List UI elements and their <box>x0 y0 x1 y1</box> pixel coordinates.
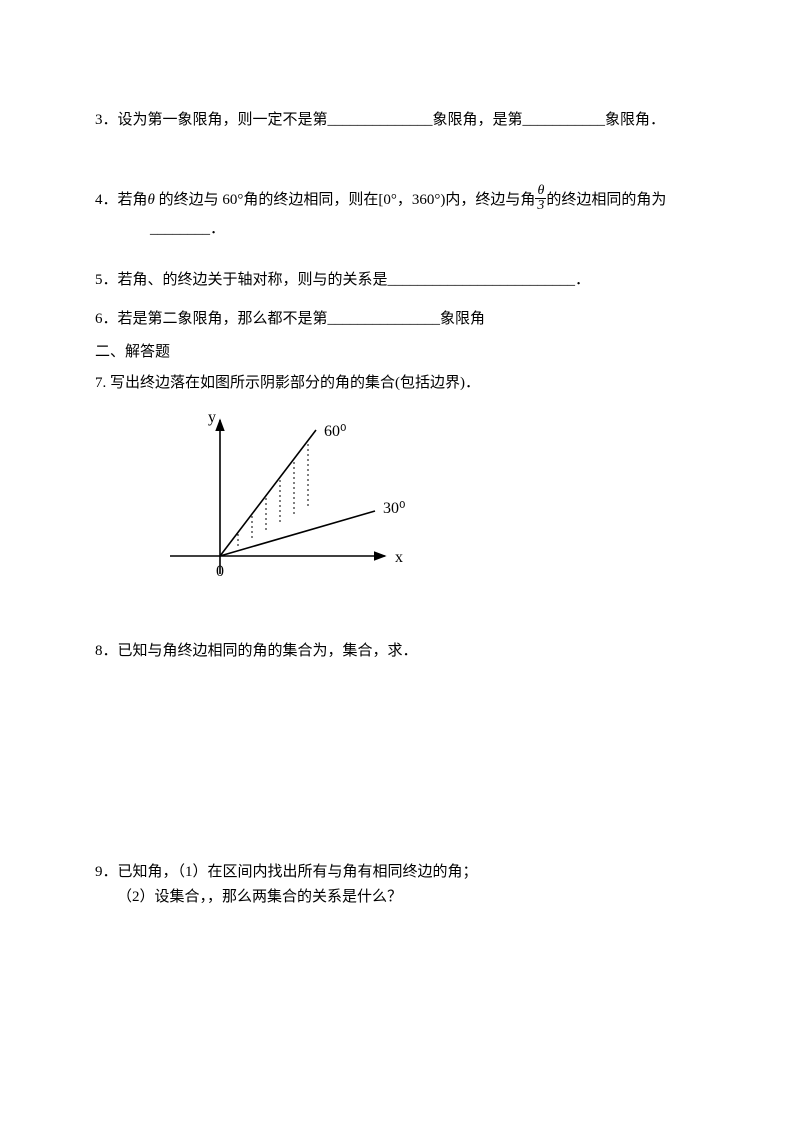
q4-number: 4 <box>95 192 103 208</box>
q3-blank-1: ______________ <box>328 112 433 128</box>
q9-number: 9 <box>95 864 103 880</box>
q3-blank-2: ___________ <box>523 112 606 128</box>
q7-number: 7 <box>95 375 103 391</box>
q4-fraction: θ3 <box>535 184 546 213</box>
q8-number: 8 <box>95 643 103 659</box>
q4-text-b: 的终边与 60°角的终边相同，则在[0°，360°)内，终边与角 <box>155 192 536 208</box>
question-5: 5．若角、的终边关于轴对称，则与的关系是____________________… <box>95 270 720 291</box>
q3-text-c: 象限角． <box>605 112 665 128</box>
question-7: 7. 写出终边落在如图所示阴影部分的角的集合(包括边界)． 0 x y 60⁰ 30⁰ <box>95 373 720 603</box>
section-2-title: 二、解答题 <box>95 342 720 363</box>
q9-text-a: ．已知角，（1）在区间内找出所有与角有相同终边的角； <box>103 864 478 880</box>
q3-text-b: 象限角，是第 <box>433 112 523 128</box>
question-8: 8．已知与角终边相同的角的集合为，集合，求． <box>95 641 720 662</box>
q5-text-a: ．若角、的终边关于轴对称，则与的关系是 <box>103 272 388 288</box>
q4-answer-line: ________． <box>95 219 720 240</box>
angle-diagram: 0 x y 60⁰ 30⁰ <box>160 406 420 596</box>
q6-blank: _______________ <box>328 311 441 327</box>
svg-text:x: x <box>395 549 403 566</box>
q9-line1: 9．已知角，（1）在区间内找出所有与角有相同终边的角； <box>95 862 720 883</box>
svg-text:0: 0 <box>216 563 224 580</box>
q6-text-a: ．若是第二象限角，那么都不是第 <box>103 311 328 327</box>
q5-number: 5 <box>95 272 103 288</box>
svg-text:60⁰: 60⁰ <box>324 423 346 440</box>
q3-number: 3 <box>95 112 103 128</box>
q6-text-b: 象限角 <box>440 311 485 327</box>
q4-frac-num: θ <box>535 184 546 199</box>
q4-blank: ________ <box>150 221 210 237</box>
q4-theta: θ <box>148 192 155 208</box>
question-3: 3．设为第一象限角，则一定不是第______________象限角，是第____… <box>95 110 720 131</box>
q7-text-line: 7. 写出终边落在如图所示阴影部分的角的集合(包括边界)． <box>95 373 720 394</box>
q4-frac-den: 3 <box>535 199 546 213</box>
q4-text-a: ．若角 <box>103 192 148 208</box>
q4-line1: 4．若角θ 的终边与 60°角的终边相同，则在[0°，360°)内，终边与角θ3… <box>95 186 720 215</box>
q7-diagram: 0 x y 60⁰ 30⁰ <box>160 406 720 603</box>
svg-text:y: y <box>208 409 216 426</box>
q9-line2: （2）设集合，，那么两集合的关系是什么？ <box>95 887 720 908</box>
document-page: { "q3": { "num": "3", "text_a": "．设为第一象限… <box>0 0 800 1132</box>
question-9: 9．已知角，（1）在区间内找出所有与角有相同终边的角； （2）设集合，，那么两集… <box>95 862 720 908</box>
question-6: 6．若是第二象限角，那么都不是第_______________象限角 <box>95 309 720 330</box>
q6-number: 6 <box>95 311 103 327</box>
q8-text: ．已知与角终边相同的角的集合为，集合，求． <box>103 643 418 659</box>
svg-text:30⁰: 30⁰ <box>383 500 405 517</box>
question-4: 4．若角θ 的终边与 60°角的终边相同，则在[0°，360°)内，终边与角θ3… <box>95 186 720 240</box>
q5-blank: _________________________ <box>388 272 576 288</box>
q5-tail: ． <box>575 272 590 288</box>
q4-text-c: 的终边相同的角为 <box>546 192 666 208</box>
q4-tail: ． <box>210 221 225 237</box>
q3-text-a: ．设为第一象限角，则一定不是第 <box>103 112 328 128</box>
q7-text: . 写出终边落在如图所示阴影部分的角的集合(包括边界)． <box>103 375 481 391</box>
